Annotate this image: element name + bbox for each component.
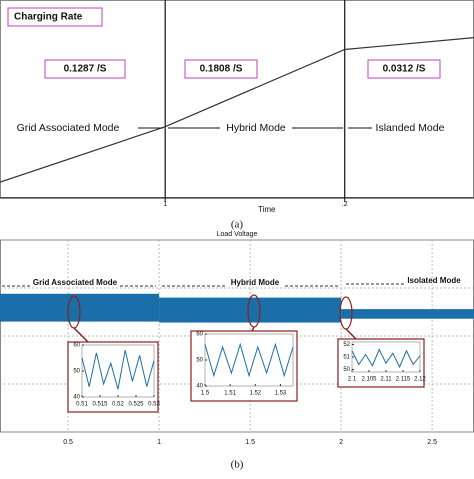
inset-x-tick-label: 2.1	[348, 377, 357, 383]
inset-x-tick-label: 2.11	[380, 377, 392, 383]
inset-x-tick-label: 0.51	[76, 402, 88, 408]
inset-y-tick-label: 51	[343, 355, 350, 361]
annotation: 0.1808 /S	[200, 64, 243, 75]
annotation: 0.1287 /S	[64, 64, 107, 75]
x-axis-label: Time	[258, 205, 276, 214]
inset-x-tick-label: 0.515	[92, 402, 108, 408]
signal-band	[341, 309, 474, 319]
inset-y-tick-label: 52	[343, 342, 350, 348]
inset-waveform	[351, 348, 421, 369]
inset-y-tick-label: 50	[343, 367, 350, 373]
x-tick-label: 0.5	[63, 439, 73, 446]
mode-label: Isolated Mode	[407, 276, 461, 285]
inset-x-tick-label: 2.105	[361, 377, 377, 383]
data-line	[0, 37, 474, 183]
x-tick-label: 2	[339, 439, 343, 446]
inset-y-tick-label: 40	[73, 395, 80, 401]
inset-waveform	[81, 350, 155, 390]
inset-x-tick-label: 0.52	[112, 402, 124, 408]
x-tick-label: 2.5	[427, 439, 437, 446]
annotation: Charging Rate	[14, 12, 83, 23]
inset-x-tick-label: 1.53	[275, 391, 287, 397]
mode-label: Hybrid Mode	[226, 122, 286, 134]
mode-label: Hybrid Mode	[231, 278, 280, 287]
inset-waveform	[204, 342, 294, 378]
x-tick-label: 1	[157, 439, 161, 446]
pointer	[73, 327, 89, 343]
inset-y-tick-label: 40	[196, 384, 203, 390]
inset-y-tick-label: 50	[196, 358, 203, 364]
caption: (a)	[231, 219, 244, 231]
inset-x-tick-label: 1.51	[224, 391, 236, 397]
inset-x-tick-label: 0.53	[148, 402, 160, 408]
annotation-box	[184, 59, 258, 79]
inset-x-tick-label: 1.5	[201, 391, 210, 397]
inset-x-tick-label: 2.115	[396, 377, 411, 383]
mode-label: Islanded Mode	[376, 122, 445, 134]
annotation-box	[367, 59, 441, 79]
chart-title: Load Voltage	[217, 231, 258, 238]
inset-plot	[204, 333, 294, 387]
x-tick-label: 1.5	[245, 439, 255, 446]
inset-y-tick-label: 60	[73, 343, 80, 349]
panel-a-frame	[0, 0, 474, 198]
x-tick-label: .2	[342, 201, 348, 208]
caption: (b)	[231, 459, 244, 471]
inset-y-tick-label: 60	[196, 332, 203, 338]
inset-x-tick-label: 2.12	[414, 377, 426, 383]
annotation: 0.0312 /S	[383, 64, 426, 75]
annotation-box	[7, 7, 103, 27]
pointer	[345, 328, 357, 340]
annotation-box	[44, 59, 126, 79]
mode-label: Grid Associated Mode	[17, 122, 120, 134]
signal-band	[159, 297, 342, 323]
pointer	[251, 326, 255, 332]
inset-x-tick-label: 1.52	[249, 391, 261, 397]
inset-x-tick-label: 0.525	[128, 402, 144, 408]
inset-y-tick-label: 50	[73, 369, 80, 375]
x-tick-label: 1	[163, 201, 167, 208]
mode-label: Grid Associated Mode	[33, 278, 118, 287]
